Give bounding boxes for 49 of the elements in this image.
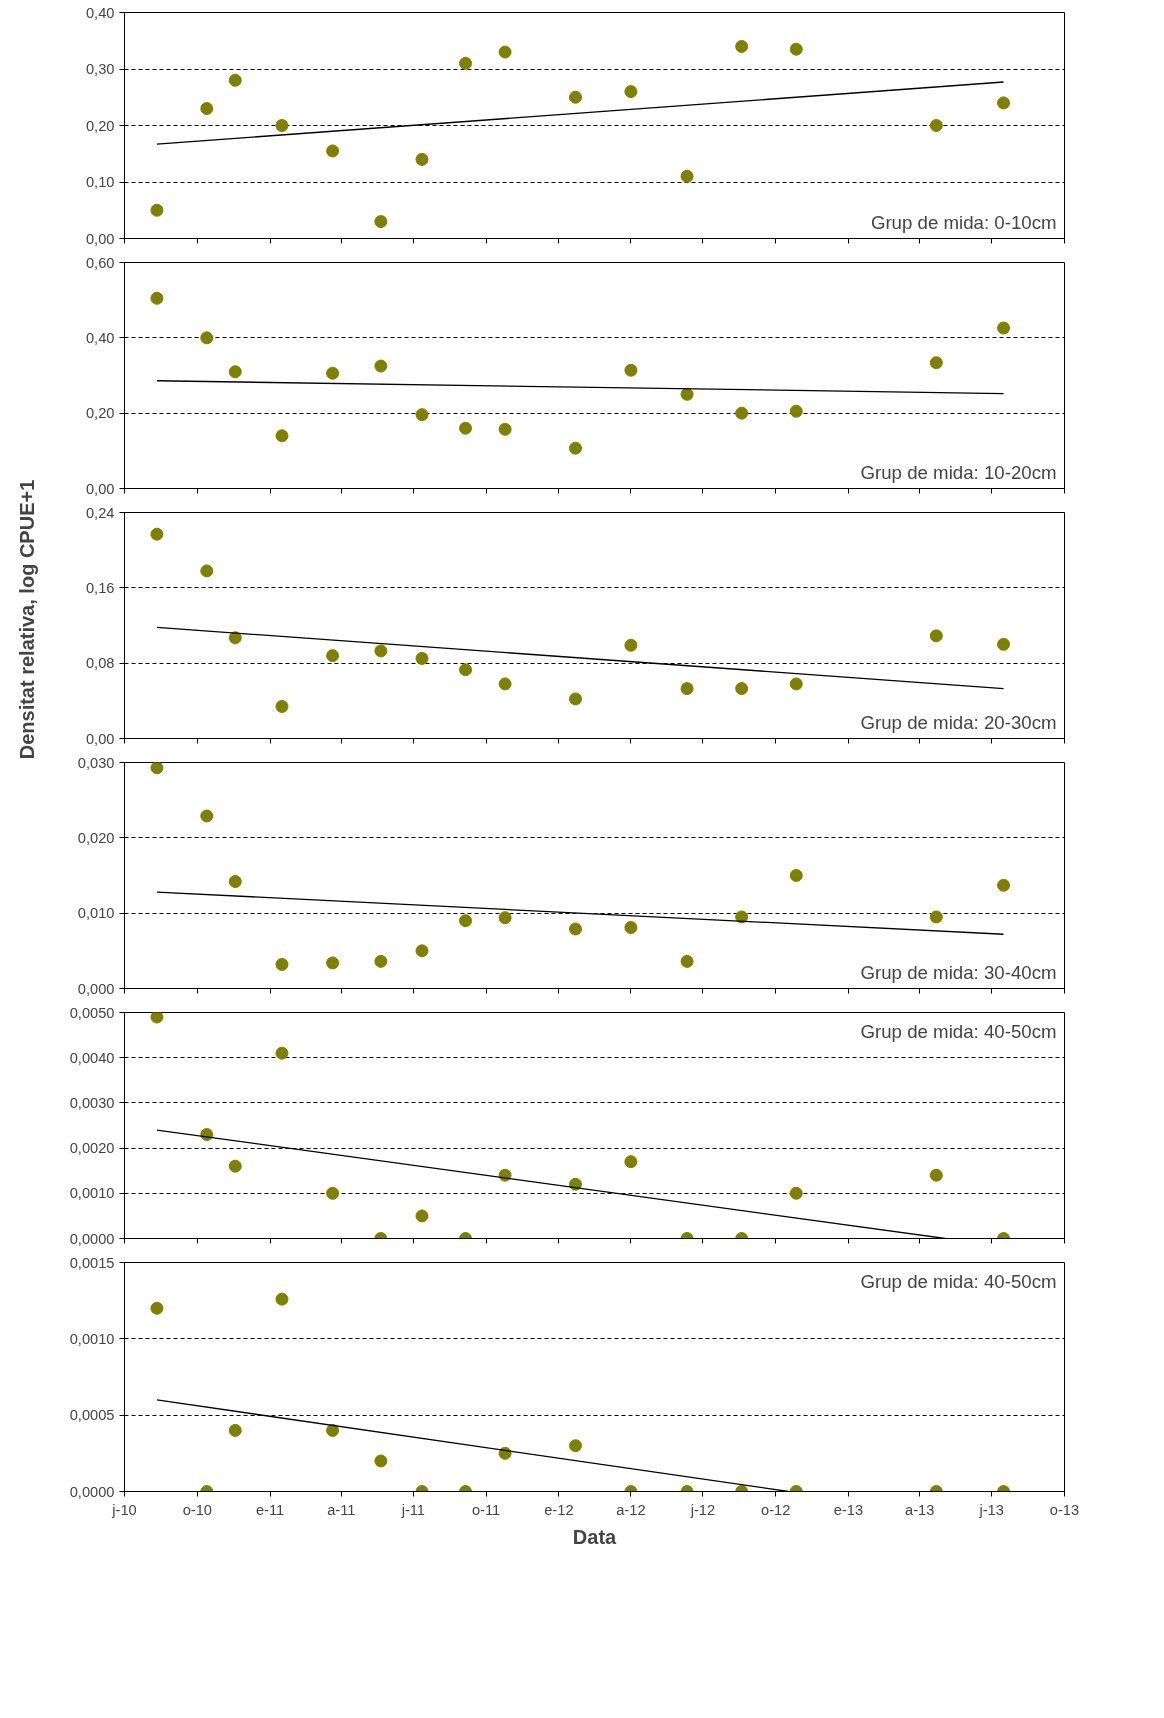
y-tick-label: 0,000 <box>77 980 115 997</box>
y-tick-label: 0,00 <box>85 730 115 747</box>
annotation: Grup de mida: 40-50cm <box>860 1270 1057 1292</box>
y-tick-label: 0,20 <box>85 405 115 422</box>
annotation: Grup de mida: 30-40cm <box>860 961 1057 983</box>
y-tick-label: 0,0010 <box>69 1185 115 1202</box>
x-tick-label: o-12 <box>761 1501 791 1518</box>
y-tick-label: 0,08 <box>85 655 115 672</box>
x-tick-label: a-13 <box>905 1501 935 1518</box>
x-tick-label: o-10 <box>182 1501 212 1518</box>
y-tick-label: 0,20 <box>85 117 115 134</box>
y-tick-label: 0,30 <box>85 61 115 77</box>
annotation: Grup de mida: 10-20cm <box>860 461 1057 483</box>
y-tick-label: 0,030 <box>77 754 115 771</box>
y-tick-label: 0,0005 <box>69 1407 115 1424</box>
annotation: Grup de mida: 20-30cm <box>860 711 1057 733</box>
y-tick-label: 0,40 <box>85 4 115 21</box>
y-tick-label: 0,0040 <box>69 1049 115 1066</box>
annotation: Grup de mida: 40-50cm <box>860 1020 1057 1042</box>
annotation: Grup de mida: 0-10cm <box>870 211 1057 233</box>
y-tick-label: 0,16 <box>85 579 115 596</box>
x-tick-label: e-13 <box>833 1501 864 1518</box>
y-tick-label: 0,10 <box>85 174 115 190</box>
y-tick-label: 0,0020 <box>69 1140 115 1157</box>
x-tick-label: a-11 <box>327 1501 356 1518</box>
x-tick-label: e-11 <box>255 1501 285 1518</box>
y-tick-label: 0,40 <box>85 329 115 346</box>
x-tick-label: a-12 <box>616 1501 646 1518</box>
x-tick-label: j-12 <box>689 1501 716 1518</box>
y-tick-label: 0,60 <box>85 254 115 271</box>
y-tick-label: 0,0010 <box>69 1330 115 1347</box>
y-tick-label: 0,00 <box>85 230 115 247</box>
x-tick-label: o-11 <box>471 1501 501 1518</box>
x-tick-label: j-13 <box>978 1501 1004 1518</box>
y-tick-label: 0,0000 <box>69 1230 115 1247</box>
x-tick-label: o-13 <box>1049 1501 1080 1518</box>
y-tick-label: 0,0030 <box>69 1094 115 1111</box>
x-tick-label: e-12 <box>544 1501 574 1518</box>
y-tick-label: 0,0050 <box>69 1004 115 1021</box>
x-tick-label: j-10 <box>111 1501 137 1518</box>
y-tick-label: 0,0015 <box>69 1254 115 1271</box>
y-tick-label: 0,020 <box>77 829 115 846</box>
y-tick-label: 0,24 <box>85 504 115 521</box>
y-tick-label: 0,010 <box>77 905 115 922</box>
y-tick-label: 0,00 <box>85 480 115 497</box>
x-tick-label: j-11 <box>400 1501 425 1518</box>
y-tick-label: 0,0000 <box>69 1483 115 1500</box>
x-axis-title: Data <box>572 1525 618 1548</box>
y-axis-title: Densitat relativa, log CPUE+1 <box>15 479 38 760</box>
